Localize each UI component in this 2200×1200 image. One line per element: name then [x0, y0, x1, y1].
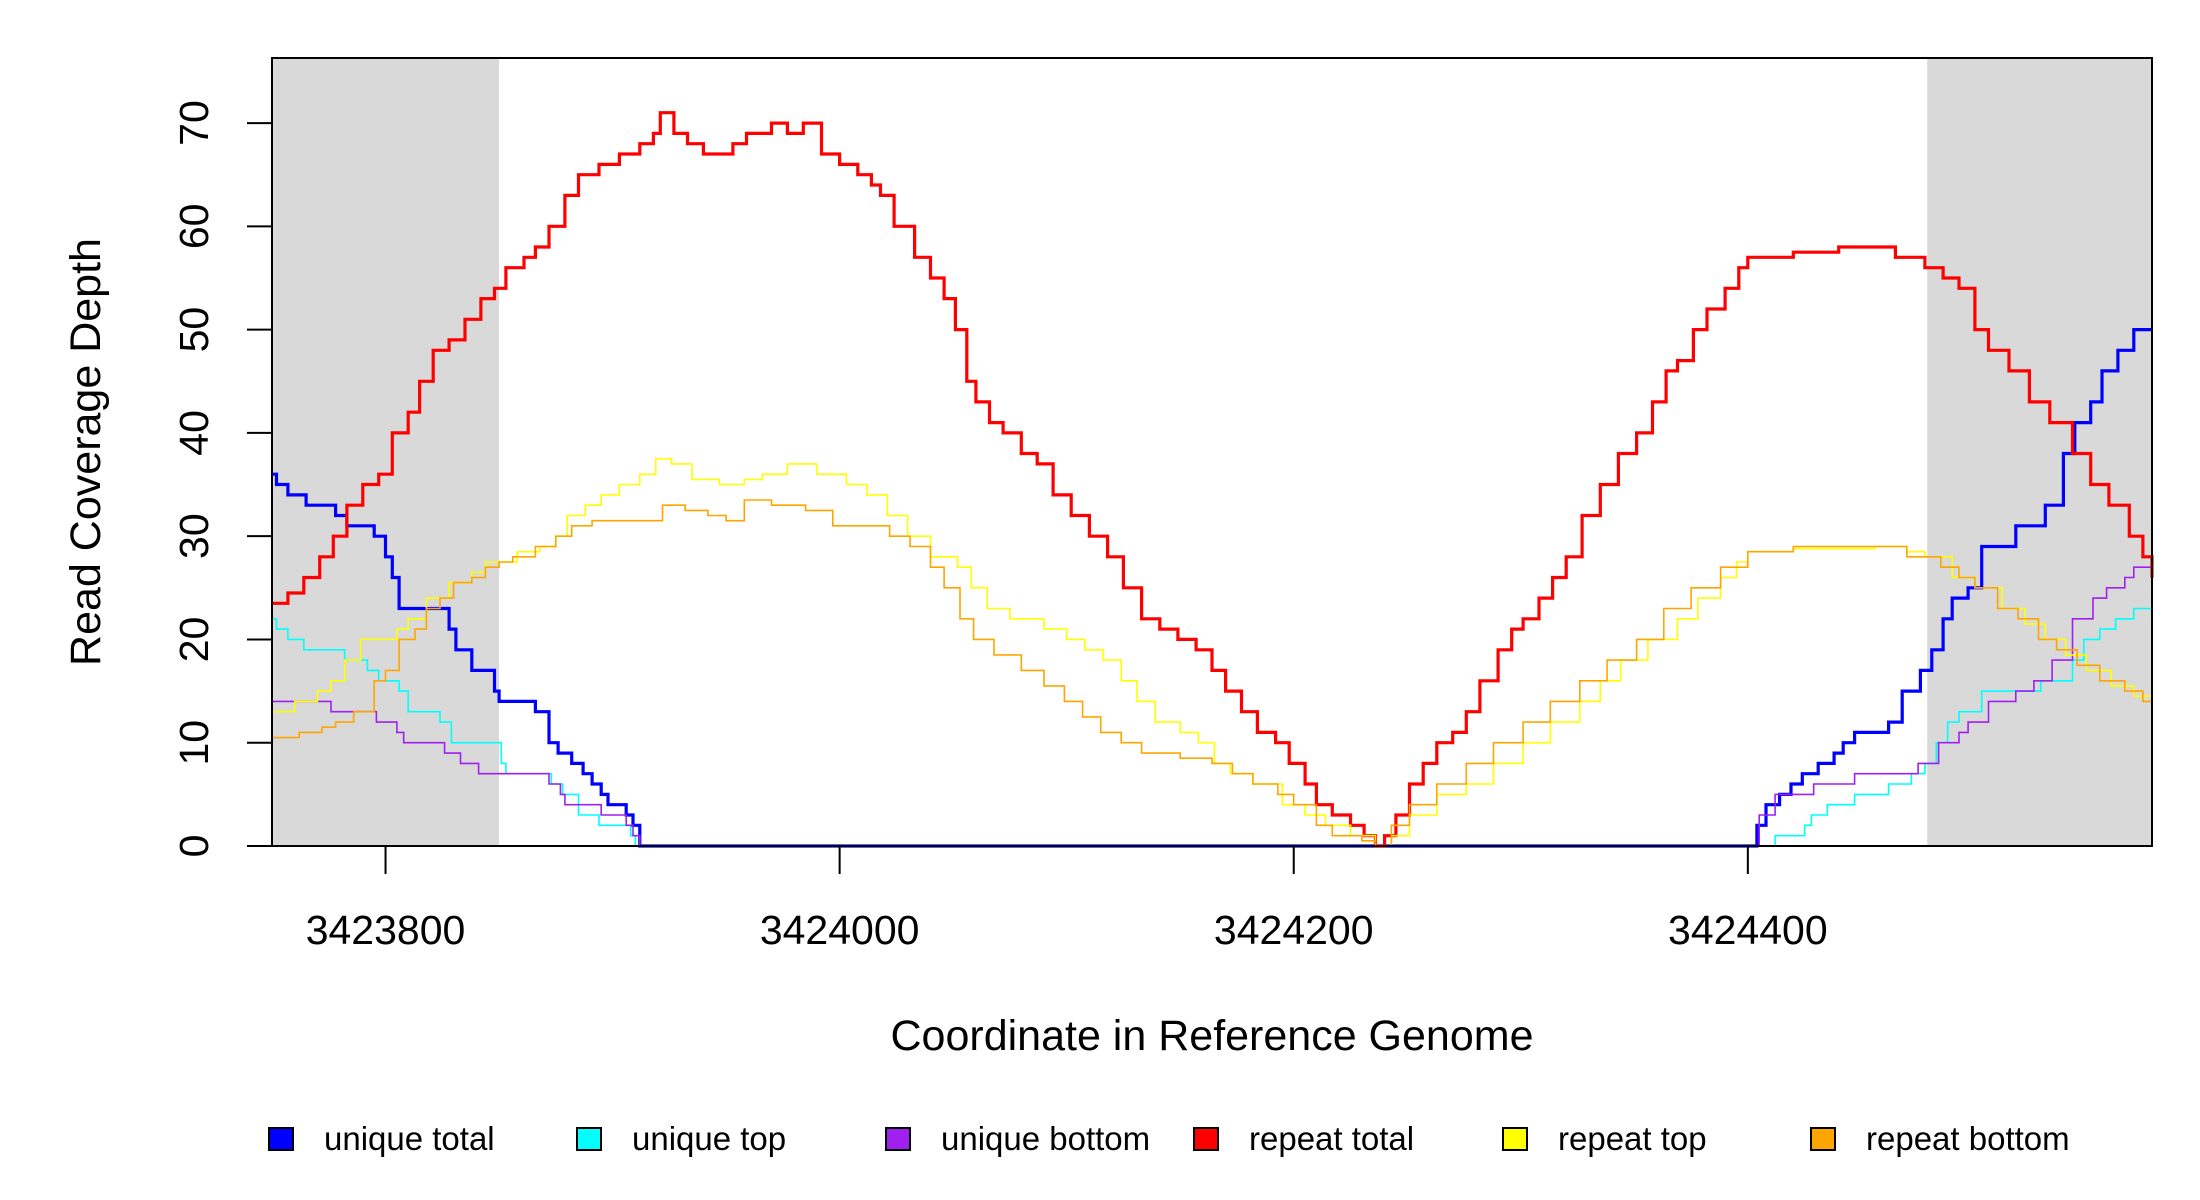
series-line-repeat-bottom	[272, 499, 2153, 847]
y-tick-label: 20	[171, 617, 217, 663]
series-line-unique-total	[272, 328, 2152, 848]
legend-label: repeat top	[1558, 1120, 1707, 1157]
series-line-unique-top	[272, 607, 2152, 847]
legend-swatch	[1502, 1127, 1528, 1151]
x-tick-label: 3424400	[1668, 907, 1828, 953]
series-line-unique-bottom	[272, 566, 2152, 847]
legend-swatch	[1193, 1127, 1219, 1151]
y-tick-label: 10	[171, 720, 217, 766]
legend-label: repeat total	[1249, 1120, 1414, 1157]
x-axis: 3423800 3424000 3424200 3424400	[306, 846, 1828, 953]
legend-label: unique total	[324, 1120, 495, 1157]
series-lines	[272, 111, 2154, 848]
x-tick-label: 3423800	[306, 907, 466, 953]
y-axis-label: Read Coverage Depth	[62, 238, 110, 666]
legend-label: repeat bottom	[1866, 1120, 2070, 1157]
y-axis: 0 10 20 30 40 50 60 70	[171, 100, 273, 858]
y-tick-label: 70	[171, 100, 217, 146]
legend-label: unique bottom	[941, 1120, 1150, 1157]
plot-frame	[271, 57, 2153, 847]
legend-label: unique top	[632, 1120, 786, 1157]
x-tick-label: 3424200	[1214, 907, 1374, 953]
shaded-region	[1927, 58, 2152, 846]
legend-swatch	[1810, 1127, 1836, 1151]
y-tick-label: 0	[171, 835, 217, 858]
y-tick-label: 30	[171, 513, 217, 559]
x-axis-label: Coordinate in Reference Genome	[891, 1012, 1534, 1060]
series-line-repeat-total	[272, 111, 2154, 848]
legend-swatch	[885, 1127, 911, 1151]
x-tick-label: 3424000	[760, 907, 920, 953]
legend: unique total unique top unique bottom repea…	[268, 1120, 2070, 1157]
y-tick-label: 60	[171, 204, 217, 250]
shaded-region	[272, 58, 500, 846]
y-tick-label: 40	[171, 410, 217, 456]
legend-swatch	[268, 1127, 294, 1151]
legend-swatch	[576, 1127, 602, 1151]
y-tick-label: 50	[171, 307, 217, 353]
shaded-regions	[272, 58, 2152, 846]
